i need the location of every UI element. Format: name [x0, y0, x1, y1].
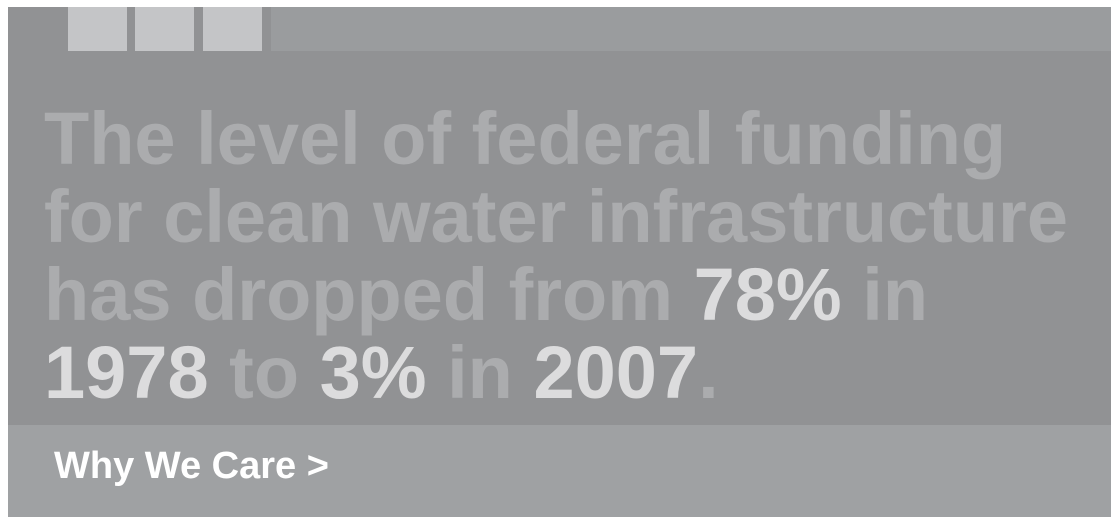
- headline-line-2: for clean water infrastructure: [44, 175, 1068, 258]
- decorative-block-1: [68, 7, 127, 51]
- year-1978: 1978: [44, 331, 209, 414]
- headline-line-3-suffix: in: [841, 253, 929, 336]
- headline-line-3-prefix: has dropped from: [44, 253, 694, 336]
- headline-period: .: [698, 331, 719, 414]
- decorative-block-3: [203, 7, 262, 51]
- year-2007: 2007: [533, 331, 699, 414]
- footer-bar: [8, 425, 1111, 517]
- percentage-2007: 3%: [319, 331, 427, 414]
- headline-connector-in: in: [426, 331, 534, 414]
- decorative-block-2: [135, 7, 194, 51]
- percentage-1978: 78%: [693, 253, 842, 336]
- headline-statistic: The level of federal funding for clean wa…: [44, 100, 1104, 412]
- headline-line-1: The level of federal funding: [44, 97, 1007, 180]
- why-we-care-link[interactable]: Why We Care >: [54, 445, 329, 487]
- funding-banner: [8, 7, 1111, 517]
- headline-connector-to: to: [208, 331, 320, 414]
